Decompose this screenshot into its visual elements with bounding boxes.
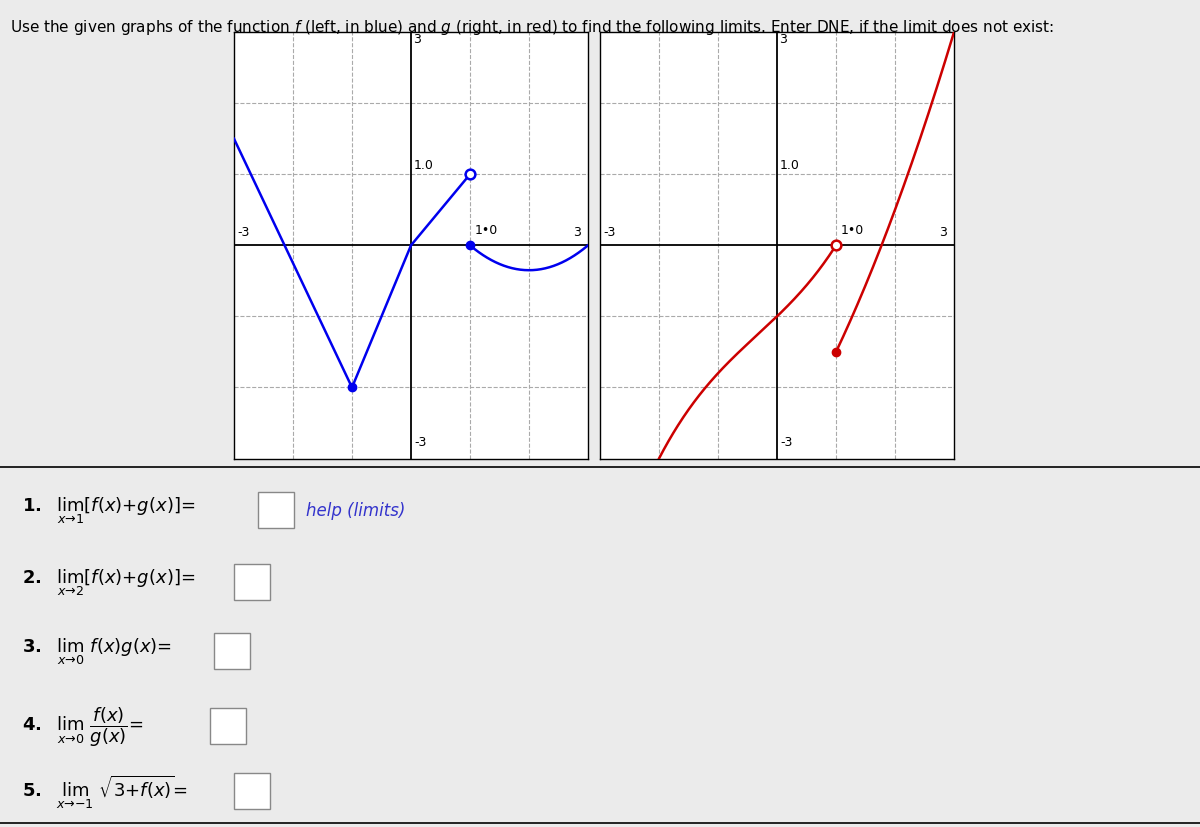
Text: -3: -3 [780, 435, 792, 448]
Text: $\mathbf{2.}$  $\lim_{x\to2}[f(x)+g(x)]=$: $\mathbf{2.}$ $\lim_{x\to2}[f(x)+g(x)]=$ [22, 567, 194, 598]
Text: 3: 3 [940, 226, 947, 239]
Text: Use the given graphs of the function $f$ (left, in blue) and $g$ (right, in red): Use the given graphs of the function $f$… [10, 18, 1054, 37]
FancyBboxPatch shape [210, 708, 246, 744]
Text: 1•0: 1•0 [841, 224, 864, 237]
Text: $\mathbf{5.}$  $\lim_{x\to-1}\ \sqrt{3+f(x)}=$: $\mathbf{5.}$ $\lim_{x\to-1}\ \sqrt{3+f(… [22, 772, 187, 810]
FancyBboxPatch shape [234, 564, 270, 600]
Text: 3: 3 [779, 33, 787, 46]
FancyBboxPatch shape [258, 492, 294, 528]
Text: $\mathbf{1.}$  $\lim_{x\to1}[f(x)+g(x)]=$: $\mathbf{1.}$ $\lim_{x\to1}[f(x)+g(x)]=$ [22, 495, 194, 526]
FancyBboxPatch shape [214, 633, 250, 669]
Text: -3: -3 [602, 226, 616, 239]
Text: 3: 3 [574, 226, 581, 239]
FancyBboxPatch shape [234, 773, 270, 809]
Text: 1.0: 1.0 [414, 159, 434, 171]
Text: 1.0: 1.0 [780, 159, 800, 171]
Text: 1•0: 1•0 [475, 224, 498, 237]
Text: -3: -3 [414, 435, 426, 448]
Text: $\mathbf{4.}$  $\lim_{x\to0}\ \dfrac{f(x)}{g(x)}=$: $\mathbf{4.}$ $\lim_{x\to0}\ \dfrac{f(x)… [22, 705, 143, 748]
Text: help (limits): help (limits) [306, 501, 406, 519]
Text: -3: -3 [236, 226, 250, 239]
Text: $\mathbf{3.}$  $\lim_{x\to0}\ f(x)g(x)=$: $\mathbf{3.}$ $\lim_{x\to0}\ f(x)g(x)=$ [22, 635, 172, 666]
Text: 3: 3 [413, 33, 421, 46]
